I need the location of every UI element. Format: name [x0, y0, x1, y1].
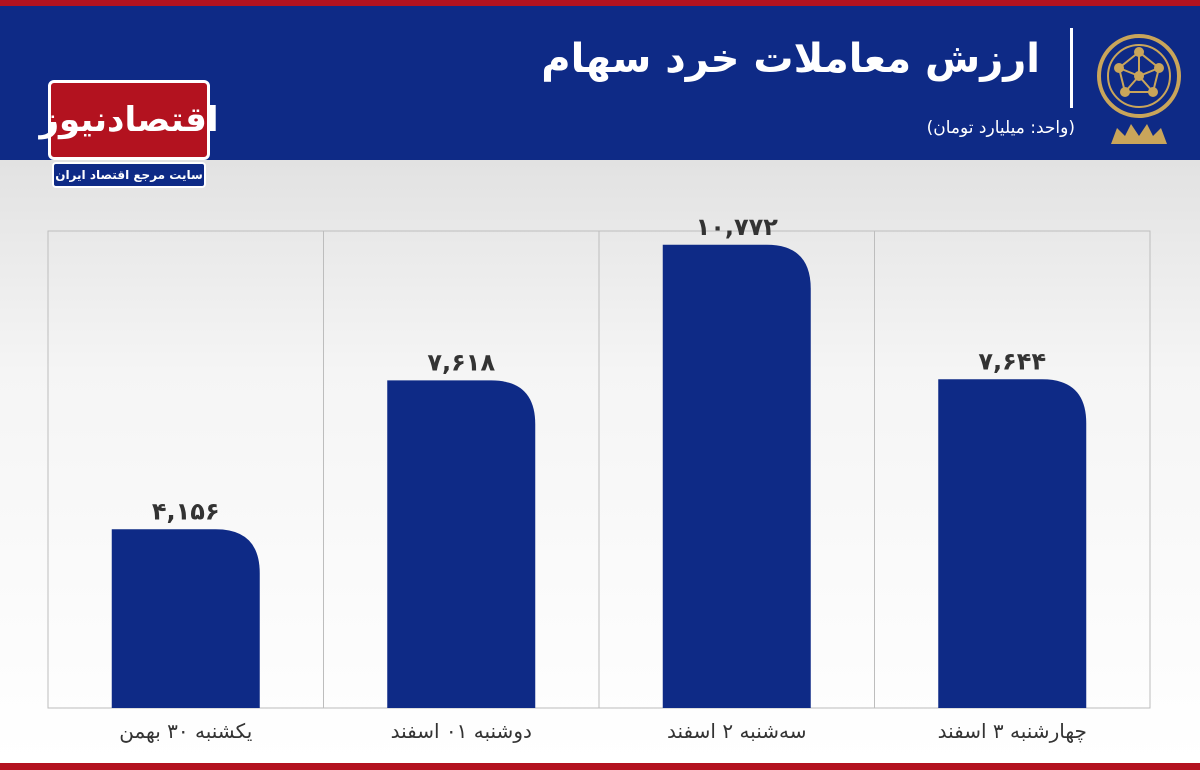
chart-title: ارزش معاملات خرد سهام — [541, 36, 1040, 82]
header-divider — [1070, 28, 1073, 108]
category-label: چهارشنبه ۳ اسفند — [938, 719, 1087, 743]
bottom-accent-strip — [0, 763, 1200, 770]
bar — [938, 379, 1087, 708]
category-label: یکشنبه ۳۰ بهمن — [119, 719, 252, 743]
logo-tagline: سایت مرجع اقتصاد ایران — [52, 162, 206, 188]
bar — [111, 529, 260, 708]
unit-subtitle: (واحد: میلیارد تومان) — [926, 118, 1075, 138]
bar — [387, 380, 536, 708]
bar-value-label: ۴,۱۵۶ — [152, 497, 220, 525]
top-accent-strip — [0, 0, 1200, 6]
stock-exchange-emblem-icon — [1097, 34, 1181, 144]
logo-wordmark: اقتصادنیوز — [39, 80, 219, 160]
category-label: سه‌شنبه ۲ اسفند — [667, 719, 806, 743]
bar-value-label: ۷,۶۱۸ — [427, 348, 495, 376]
news-logo: اقتصادنیوز سایت مرجع اقتصاد ایران — [39, 80, 219, 192]
bar — [662, 244, 811, 708]
bar-value-label: ۱۰,۷۷۲ — [696, 213, 779, 241]
bar-value-label: ۷,۶۴۴ — [978, 347, 1046, 375]
category-label: دوشنبه ۰۱ اسفند — [391, 719, 532, 743]
